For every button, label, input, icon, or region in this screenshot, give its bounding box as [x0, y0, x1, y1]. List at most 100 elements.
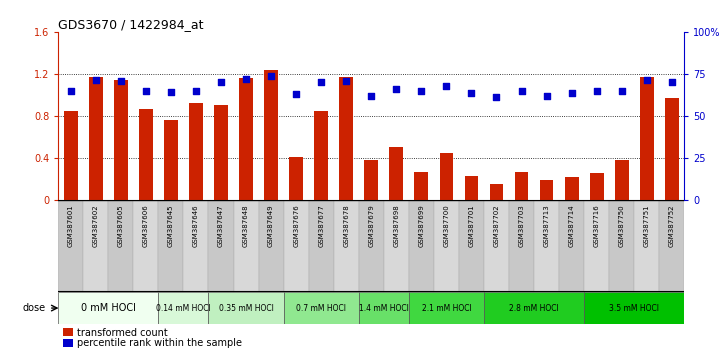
Point — [416, 88, 427, 93]
Text: GSM387702: GSM387702 — [494, 205, 499, 247]
FancyBboxPatch shape — [384, 200, 409, 292]
Point — [115, 78, 127, 84]
Bar — [539, 180, 553, 200]
Text: GDS3670 / 1422984_at: GDS3670 / 1422984_at — [58, 18, 204, 31]
Text: GSM387701: GSM387701 — [468, 205, 475, 247]
Point — [165, 89, 177, 95]
Text: GSM387714: GSM387714 — [569, 205, 574, 247]
Bar — [665, 98, 678, 200]
Text: 0.35 mM HOCl: 0.35 mM HOCl — [218, 304, 274, 313]
Bar — [584, 292, 684, 324]
Point — [566, 90, 577, 96]
Text: GSM387678: GSM387678 — [343, 205, 349, 247]
Text: GSM387649: GSM387649 — [268, 205, 274, 247]
Text: GSM387601: GSM387601 — [68, 205, 74, 247]
Text: GSM387713: GSM387713 — [544, 205, 550, 247]
Bar — [615, 160, 628, 200]
Bar — [114, 80, 127, 200]
Text: GSM387645: GSM387645 — [168, 205, 174, 247]
Bar — [58, 292, 159, 324]
Point — [541, 93, 553, 99]
Bar — [464, 176, 478, 200]
Point — [341, 78, 352, 84]
Point — [440, 84, 452, 89]
Bar — [314, 110, 328, 200]
Point — [240, 76, 252, 82]
FancyBboxPatch shape — [83, 200, 108, 292]
Bar — [164, 120, 178, 200]
Bar — [284, 292, 359, 324]
Bar — [440, 153, 454, 200]
Text: GSM387716: GSM387716 — [593, 205, 600, 247]
Text: 0 mM HOCl: 0 mM HOCl — [81, 303, 135, 313]
Text: GSM387606: GSM387606 — [143, 205, 149, 247]
FancyBboxPatch shape — [159, 200, 183, 292]
Point — [390, 86, 402, 91]
Text: 2.8 mM HOCl: 2.8 mM HOCl — [509, 304, 559, 313]
Text: GSM387679: GSM387679 — [368, 205, 374, 247]
Bar — [214, 105, 228, 200]
Point — [65, 88, 76, 93]
Bar — [89, 77, 103, 200]
Text: GSM387750: GSM387750 — [619, 205, 625, 247]
Point — [591, 88, 603, 93]
Text: GSM387646: GSM387646 — [193, 205, 199, 247]
Bar — [139, 109, 153, 200]
Text: 0.7 mM HOCl: 0.7 mM HOCl — [296, 304, 347, 313]
Text: GSM387751: GSM387751 — [644, 205, 650, 247]
Point — [491, 94, 502, 100]
FancyBboxPatch shape — [284, 200, 309, 292]
Text: GSM387647: GSM387647 — [218, 205, 224, 247]
Bar — [484, 292, 584, 324]
Bar — [414, 172, 428, 200]
Bar — [359, 292, 409, 324]
FancyBboxPatch shape — [409, 200, 434, 292]
Bar — [409, 292, 484, 324]
FancyBboxPatch shape — [333, 200, 359, 292]
Text: dose: dose — [23, 303, 46, 313]
FancyBboxPatch shape — [534, 200, 559, 292]
Text: 1.4 mM HOCl: 1.4 mM HOCl — [359, 304, 408, 313]
Text: GSM387699: GSM387699 — [419, 205, 424, 247]
Point — [666, 79, 678, 85]
FancyBboxPatch shape — [584, 200, 609, 292]
FancyBboxPatch shape — [609, 200, 634, 292]
FancyBboxPatch shape — [234, 200, 258, 292]
Point — [641, 77, 652, 83]
FancyBboxPatch shape — [484, 200, 509, 292]
Point — [265, 73, 277, 79]
Bar — [289, 157, 303, 200]
Point — [466, 90, 478, 96]
Text: GSM387602: GSM387602 — [92, 205, 99, 247]
Point — [215, 79, 227, 85]
Text: GSM387676: GSM387676 — [293, 205, 299, 247]
Bar — [208, 292, 284, 324]
Text: GSM387605: GSM387605 — [118, 205, 124, 247]
Bar — [339, 77, 353, 200]
Bar — [590, 173, 604, 200]
Bar — [515, 172, 529, 200]
Point — [190, 88, 202, 93]
FancyBboxPatch shape — [58, 200, 83, 292]
Point — [90, 77, 102, 83]
FancyBboxPatch shape — [208, 200, 234, 292]
Legend: transformed count, percentile rank within the sample: transformed count, percentile rank withi… — [63, 327, 242, 348]
FancyBboxPatch shape — [133, 200, 159, 292]
Bar — [640, 77, 654, 200]
Text: 2.1 mM HOCl: 2.1 mM HOCl — [422, 304, 471, 313]
Text: GSM387648: GSM387648 — [243, 205, 249, 247]
Bar — [389, 147, 403, 200]
FancyBboxPatch shape — [559, 200, 584, 292]
FancyBboxPatch shape — [183, 200, 208, 292]
Bar — [189, 103, 203, 200]
Text: 0.14 mM HOCl: 0.14 mM HOCl — [156, 304, 211, 313]
Point — [290, 91, 302, 97]
Bar — [565, 177, 579, 200]
Bar — [159, 292, 208, 324]
FancyBboxPatch shape — [459, 200, 484, 292]
FancyBboxPatch shape — [108, 200, 133, 292]
FancyBboxPatch shape — [509, 200, 534, 292]
Point — [315, 79, 327, 85]
FancyBboxPatch shape — [309, 200, 333, 292]
Point — [140, 88, 151, 93]
